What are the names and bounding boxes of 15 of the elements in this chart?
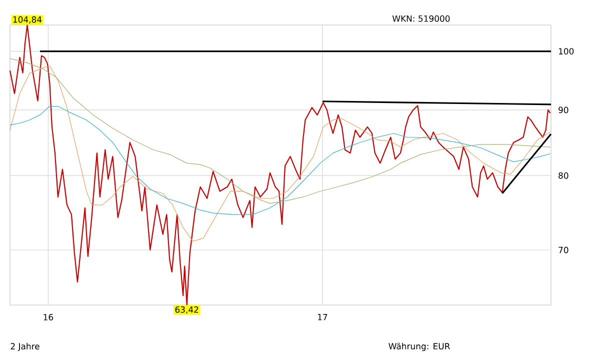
line-series xyxy=(9,24,551,306)
text: Währung: EUR xyxy=(388,342,450,352)
line-series xyxy=(10,66,551,242)
y-tick-label: 100 xyxy=(558,48,574,54)
text: WKN: 519000 xyxy=(392,15,450,22)
annotation: 63,42 xyxy=(175,306,198,314)
line-series xyxy=(10,106,551,215)
x-tick-label: 16 xyxy=(44,314,54,320)
y-tick-label: 80 xyxy=(558,172,568,179)
annotation: 104,84 xyxy=(13,16,42,24)
text: 2 Jahre xyxy=(10,342,40,352)
line-series xyxy=(10,58,551,204)
y-tick-label: 90 xyxy=(558,106,568,114)
x-tick-label: 17 xyxy=(318,314,328,320)
y-tick-label: 70 xyxy=(558,246,568,254)
